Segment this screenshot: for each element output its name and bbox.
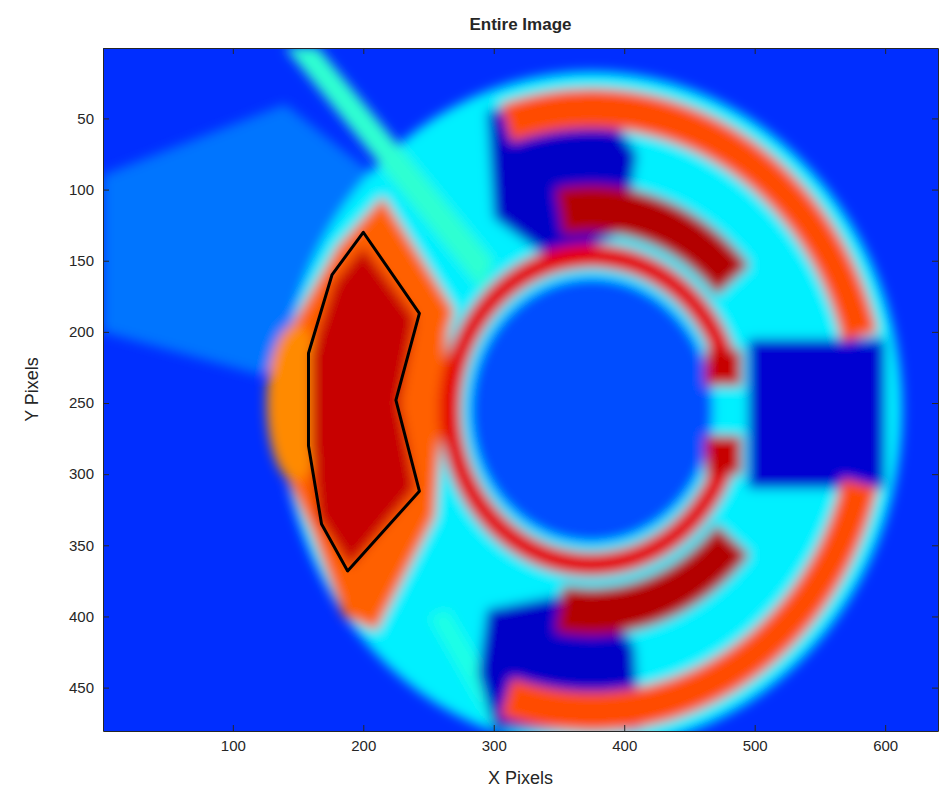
- tick-mark: [103, 545, 109, 546]
- tick: 500: [743, 725, 768, 754]
- tick: [624, 48, 625, 54]
- tick: [932, 474, 938, 475]
- tick-mark: [755, 48, 756, 54]
- tick: [932, 190, 938, 191]
- tick: 250: [69, 394, 109, 411]
- image-region: [470, 278, 713, 543]
- tick: 400: [612, 725, 637, 754]
- tick: [363, 48, 364, 54]
- tick-label: 300: [69, 465, 94, 482]
- image-region: [748, 339, 885, 488]
- tick-label: 200: [69, 323, 94, 340]
- tick-mark: [932, 688, 938, 689]
- tick-mark: [932, 474, 938, 475]
- tick: 600: [873, 725, 898, 754]
- axis-line: [104, 731, 939, 732]
- tick-mark: [932, 616, 938, 617]
- tick-mark: [932, 545, 938, 546]
- tick-mark: [885, 48, 886, 54]
- tick-mark: [103, 261, 109, 262]
- image-region: [705, 350, 742, 386]
- tick: [885, 48, 886, 54]
- image-regions: [103, 48, 902, 731]
- tick-mark: [885, 725, 886, 731]
- tick-mark: [363, 48, 364, 54]
- tick: [932, 118, 938, 119]
- tick-label: 400: [612, 737, 637, 754]
- tick: 200: [351, 725, 376, 754]
- tick: 400: [69, 608, 109, 625]
- tick: 200: [69, 323, 109, 340]
- tick: [233, 48, 234, 54]
- tick-mark: [932, 332, 938, 333]
- tick: [932, 616, 938, 617]
- y-axis-title: Y Pixels: [22, 357, 42, 422]
- tick-mark: [932, 403, 938, 404]
- tick: 150: [69, 252, 109, 269]
- tick-mark: [755, 725, 756, 731]
- tick-label: 600: [873, 737, 898, 754]
- tick-mark: [932, 118, 938, 119]
- tick-mark: [103, 688, 109, 689]
- tick-mark: [233, 725, 234, 731]
- tick: 300: [69, 465, 109, 482]
- tick-label: 250: [69, 394, 94, 411]
- tick-label: 350: [69, 537, 94, 554]
- tick: 50: [77, 110, 109, 127]
- tick-mark: [233, 48, 234, 54]
- tick: [932, 332, 938, 333]
- tick: 350: [69, 537, 109, 554]
- tick-mark: [932, 190, 938, 191]
- x-axis-top: [104, 48, 939, 54]
- y-axis-right: [932, 49, 939, 732]
- figure: 100 200 300 400 500 600 50 100 150 200 250 300 350 40…: [0, 0, 948, 808]
- axis-line: [104, 48, 939, 49]
- x-axis-title: X Pixels: [488, 768, 553, 788]
- image-region: [281, 71, 902, 731]
- axis-line: [938, 49, 939, 732]
- tick-mark: [103, 190, 109, 191]
- tick-label: 100: [69, 181, 94, 198]
- tick-label: 200: [351, 737, 376, 754]
- tick: [755, 48, 756, 54]
- tick-mark: [624, 48, 625, 54]
- tick-mark: [103, 332, 109, 333]
- tick-label: 150: [69, 252, 94, 269]
- tick-mark: [624, 725, 625, 731]
- tick-label: 300: [482, 737, 507, 754]
- tick: [494, 48, 495, 54]
- tick: [932, 688, 938, 689]
- tick-mark: [103, 616, 109, 617]
- tick-mark: [103, 118, 109, 119]
- roi-polygon: [308, 232, 419, 571]
- tick: [932, 403, 938, 404]
- image-region: [705, 436, 742, 474]
- y-axis: 50 100 150 200 250 300 350 400 450: [69, 49, 109, 732]
- axis-line: [103, 49, 104, 732]
- tick: [932, 545, 938, 546]
- tick-mark: [494, 48, 495, 54]
- tick: 100: [221, 725, 246, 754]
- tick-label: 500: [743, 737, 768, 754]
- tick-mark: [363, 725, 364, 731]
- tick-label: 450: [69, 679, 94, 696]
- tick: [932, 261, 938, 262]
- x-axis: 100 200 300 400 500 600: [104, 725, 939, 754]
- tick: 300: [482, 725, 507, 754]
- tick-mark: [932, 261, 938, 262]
- tick-mark: [494, 725, 495, 731]
- tick-label: 100: [221, 737, 246, 754]
- tick: 100: [69, 181, 109, 198]
- chart-title: Entire Image: [469, 15, 571, 34]
- tick-label: 400: [69, 608, 94, 625]
- chart-svg: 100 200 300 400 500 600 50 100 150 200 250 300 350 40…: [0, 0, 948, 808]
- tick-mark: [103, 403, 109, 404]
- image-region: [439, 244, 742, 577]
- tick-label: 50: [77, 110, 94, 127]
- tick-mark: [103, 474, 109, 475]
- tick: 450: [69, 679, 109, 696]
- plot-area: [103, 48, 938, 731]
